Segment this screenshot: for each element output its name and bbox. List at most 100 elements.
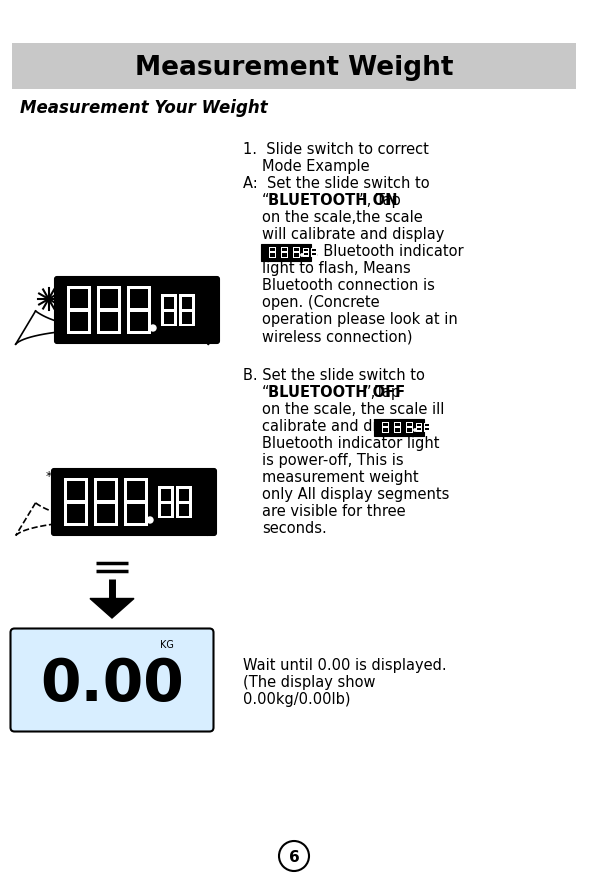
FancyBboxPatch shape: [406, 422, 412, 426]
FancyBboxPatch shape: [97, 504, 115, 523]
FancyBboxPatch shape: [127, 481, 145, 500]
FancyBboxPatch shape: [425, 427, 429, 430]
FancyBboxPatch shape: [312, 249, 316, 251]
FancyBboxPatch shape: [417, 427, 421, 430]
FancyBboxPatch shape: [304, 249, 308, 251]
FancyBboxPatch shape: [67, 504, 85, 523]
FancyBboxPatch shape: [293, 247, 299, 258]
FancyBboxPatch shape: [312, 252, 316, 255]
FancyBboxPatch shape: [70, 289, 88, 308]
FancyBboxPatch shape: [164, 312, 174, 324]
Text: are visible for three: are visible for three: [262, 504, 406, 519]
Text: 6: 6: [289, 850, 299, 865]
FancyBboxPatch shape: [270, 253, 274, 257]
FancyBboxPatch shape: [67, 286, 91, 334]
FancyBboxPatch shape: [393, 421, 401, 433]
FancyBboxPatch shape: [293, 253, 299, 257]
Text: Wait until 0.00 is displayed.: Wait until 0.00 is displayed.: [243, 658, 446, 673]
Circle shape: [147, 517, 153, 523]
FancyBboxPatch shape: [161, 504, 171, 516]
FancyBboxPatch shape: [395, 428, 399, 432]
Text: Bluetooth connection is: Bluetooth connection is: [262, 278, 435, 293]
Text: Mode Example: Mode Example: [262, 159, 370, 174]
FancyBboxPatch shape: [127, 286, 151, 334]
FancyBboxPatch shape: [282, 253, 286, 257]
FancyBboxPatch shape: [395, 422, 399, 426]
FancyBboxPatch shape: [161, 294, 177, 326]
FancyBboxPatch shape: [424, 422, 430, 432]
FancyBboxPatch shape: [405, 421, 412, 433]
Circle shape: [301, 254, 303, 256]
FancyBboxPatch shape: [55, 277, 219, 343]
Text: on the scale, the scale ill: on the scale, the scale ill: [262, 402, 444, 417]
FancyBboxPatch shape: [11, 628, 213, 732]
FancyBboxPatch shape: [124, 478, 148, 526]
FancyBboxPatch shape: [382, 421, 389, 433]
FancyBboxPatch shape: [97, 481, 115, 500]
Text: A:  Set the slide switch to: A: Set the slide switch to: [243, 176, 429, 191]
Text: open. (Concrete: open. (Concrete: [262, 295, 380, 310]
Text: Bluetooth indicator light: Bluetooth indicator light: [262, 436, 439, 451]
FancyBboxPatch shape: [270, 248, 274, 251]
FancyBboxPatch shape: [100, 312, 118, 331]
FancyBboxPatch shape: [261, 243, 311, 260]
FancyBboxPatch shape: [304, 252, 308, 255]
FancyBboxPatch shape: [179, 294, 195, 326]
Circle shape: [279, 841, 309, 871]
FancyBboxPatch shape: [176, 486, 192, 518]
FancyBboxPatch shape: [293, 248, 299, 251]
FancyBboxPatch shape: [97, 286, 121, 334]
Text: Measurement Your Weight: Measurement Your Weight: [20, 99, 268, 117]
FancyBboxPatch shape: [282, 248, 286, 251]
FancyBboxPatch shape: [382, 428, 388, 432]
FancyBboxPatch shape: [417, 424, 421, 426]
FancyBboxPatch shape: [179, 504, 189, 516]
Text: 0.00: 0.00: [40, 657, 184, 713]
FancyBboxPatch shape: [182, 312, 192, 324]
FancyBboxPatch shape: [158, 486, 174, 518]
Text: wireless connection): wireless connection): [262, 329, 412, 344]
Text: 0.00kg/0.00lb): 0.00kg/0.00lb): [243, 692, 350, 707]
Text: B. Set the slide switch to: B. Set the slide switch to: [243, 368, 425, 383]
Text: seconds.: seconds.: [262, 521, 327, 536]
Text: BLUETOOTH OFF: BLUETOOTH OFF: [268, 385, 405, 400]
Text: “: “: [262, 193, 270, 208]
Text: ”,Tap: ”,Tap: [364, 385, 401, 400]
FancyBboxPatch shape: [416, 422, 422, 432]
Text: ”, Tap: ”, Tap: [359, 193, 401, 208]
FancyBboxPatch shape: [406, 428, 412, 432]
Text: calibrate and display: calibrate and display: [262, 419, 415, 434]
Text: will calibrate and display: will calibrate and display: [262, 227, 444, 242]
FancyBboxPatch shape: [425, 424, 429, 426]
Text: Measurement Weight: Measurement Weight: [135, 55, 454, 81]
Text: “: “: [262, 385, 270, 400]
FancyBboxPatch shape: [94, 478, 118, 526]
FancyBboxPatch shape: [12, 43, 576, 89]
FancyBboxPatch shape: [269, 247, 276, 258]
Text: is power-off, This is: is power-off, This is: [262, 453, 403, 468]
Text: only All display segments: only All display segments: [262, 487, 449, 502]
Text: *: *: [45, 470, 52, 483]
Text: measurement weight: measurement weight: [262, 470, 419, 485]
Polygon shape: [90, 598, 134, 618]
Text: . Bluetooth indicator: . Bluetooth indicator: [314, 244, 464, 259]
FancyBboxPatch shape: [127, 504, 145, 523]
Circle shape: [47, 297, 51, 301]
Text: on the scale,the scale: on the scale,the scale: [262, 210, 423, 225]
FancyBboxPatch shape: [182, 297, 192, 309]
Text: BLUETOOTH ON: BLUETOOTH ON: [268, 193, 398, 208]
FancyBboxPatch shape: [280, 247, 287, 258]
Circle shape: [150, 325, 156, 331]
FancyBboxPatch shape: [311, 248, 317, 257]
FancyBboxPatch shape: [52, 469, 216, 535]
Text: (The display show: (The display show: [243, 675, 376, 690]
Text: KG: KG: [160, 640, 174, 650]
FancyBboxPatch shape: [64, 478, 88, 526]
FancyBboxPatch shape: [161, 489, 171, 501]
FancyBboxPatch shape: [130, 312, 148, 331]
FancyBboxPatch shape: [130, 289, 148, 308]
FancyBboxPatch shape: [382, 422, 388, 426]
Circle shape: [414, 429, 416, 431]
Text: operation please look at in: operation please look at in: [262, 312, 458, 327]
FancyBboxPatch shape: [67, 481, 85, 500]
